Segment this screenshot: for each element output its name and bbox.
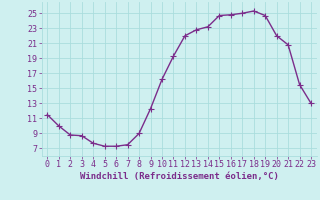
X-axis label: Windchill (Refroidissement éolien,°C): Windchill (Refroidissement éolien,°C) — [80, 172, 279, 181]
